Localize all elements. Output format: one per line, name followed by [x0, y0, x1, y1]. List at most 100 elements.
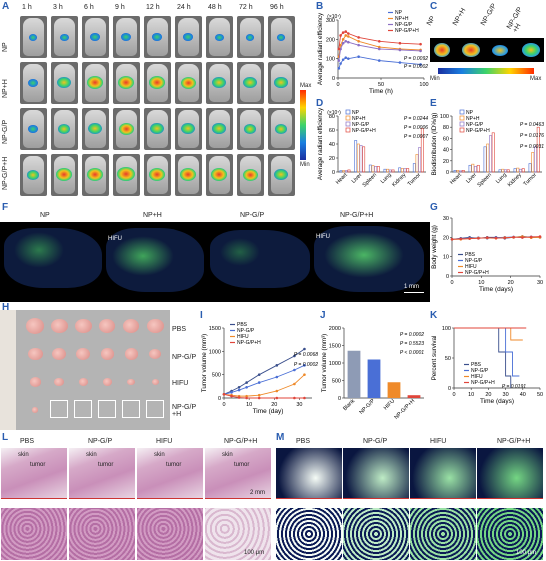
panel-label-g: G	[430, 202, 438, 213]
bar	[459, 170, 462, 173]
timepoint-label: 24 h	[177, 4, 191, 11]
bar	[376, 166, 380, 173]
category-label: NP-G/P+H	[393, 398, 416, 421]
mouse-image	[113, 108, 140, 150]
row-label: NP+H	[2, 79, 9, 98]
fluorescence-signal	[117, 167, 135, 182]
panel-l-he: PBS skin tumor NP-G/P skin tumor HIFU skin tumor…	[0, 438, 272, 561]
legend-label: NP-G/P	[352, 122, 370, 128]
if-overview	[343, 448, 409, 498]
category-label: Tumor	[523, 172, 538, 187]
excised-tumor	[124, 348, 138, 360]
mouse-image	[268, 16, 295, 58]
legend-swatch	[345, 115, 351, 121]
fluorescence-signal	[87, 122, 103, 135]
bar	[528, 163, 532, 173]
mouse-image	[175, 154, 202, 196]
he-detail	[1, 508, 67, 560]
fluorescence-signal	[214, 33, 224, 41]
bar	[474, 166, 477, 173]
if-detail	[343, 508, 409, 560]
panel-label-b: B	[316, 1, 324, 12]
data-point	[339, 43, 342, 47]
chart-k: 0 50 100 0 10 20 30 40 50 Time (days) Percent surv…	[431, 326, 543, 405]
series-line	[223, 374, 305, 397]
y-axis-label: Percent survival	[431, 336, 438, 381]
legend-label: NP-G/P	[471, 368, 489, 374]
zoom-indicator	[205, 498, 271, 506]
data-point	[419, 42, 422, 46]
mouse-image	[237, 154, 264, 196]
series-line	[223, 364, 305, 395]
p-value-annotation: P = 0.0244	[404, 116, 428, 122]
y-tick-label: 0	[218, 396, 221, 402]
bar	[412, 163, 416, 173]
panel-l-label: NP-G/P+H	[224, 438, 258, 445]
fluorescence-signal	[180, 76, 196, 89]
skin-label: skin	[18, 452, 29, 458]
data-point	[357, 39, 360, 43]
fluorescence-signal	[211, 76, 227, 89]
data-point	[398, 61, 402, 64]
y-axis-label: Average radiant efficiency	[317, 12, 324, 85]
legend-swatch	[345, 127, 351, 133]
bar	[486, 143, 490, 173]
category-label: Heart	[449, 172, 463, 186]
category-label: Spleen	[362, 172, 378, 188]
y-tick-label: 60	[329, 128, 335, 134]
bar	[461, 170, 465, 173]
tumor-label: tumor	[166, 462, 182, 468]
data-point	[275, 375, 279, 379]
mouse-image	[51, 154, 78, 196]
bar	[368, 164, 372, 173]
bar	[468, 164, 472, 173]
mouse-image	[144, 108, 171, 150]
bar	[415, 154, 419, 173]
data-point	[459, 237, 463, 241]
fluorescence-signal	[57, 123, 71, 134]
panel-label-f: F	[2, 202, 9, 213]
row-label: NP-G/P	[2, 119, 9, 144]
bar	[342, 170, 346, 173]
zoom-indicator	[1, 498, 67, 506]
fluorescence-signal	[117, 75, 135, 89]
category-label: Heart	[335, 172, 349, 186]
panel-c-min: Min	[430, 76, 440, 82]
x-tick-label: 10	[468, 392, 474, 398]
data-point	[512, 235, 515, 239]
data-point	[341, 31, 345, 34]
excised-tumor	[151, 379, 159, 385]
data-point	[344, 56, 348, 59]
bar	[374, 166, 378, 173]
data-point	[344, 39, 348, 43]
scale-label-top: 2 mm	[250, 490, 265, 496]
y-tick-label: 300	[326, 18, 335, 24]
fluorescence-signal	[27, 170, 39, 180]
data-point	[398, 48, 402, 52]
data-point	[257, 381, 261, 384]
bar	[391, 169, 395, 173]
p-value-annotation: P = 0.0002	[404, 64, 428, 70]
legend-label: PBS	[465, 252, 476, 258]
y-tick-label: 100	[440, 114, 449, 120]
section-npgph	[314, 226, 424, 292]
data-point	[275, 396, 279, 400]
data-point	[419, 49, 422, 53]
mouse-image	[237, 62, 264, 104]
data-point	[237, 385, 241, 389]
colorbar-max-label: Max	[300, 83, 312, 89]
x-tick-label: 100	[419, 82, 428, 88]
category-label: Lung	[495, 172, 508, 185]
y-axis-label: Body weight (g)	[431, 225, 438, 269]
x-tick-label: 10	[246, 402, 252, 408]
zoom-indicator	[69, 498, 135, 506]
fluorescence-signal	[59, 33, 69, 41]
panel-label-m: M	[276, 432, 285, 443]
panel-f-hifu-label-2: HIFU	[316, 234, 330, 240]
fluorescence-signal	[276, 33, 286, 41]
data-point	[347, 57, 350, 60]
y-axis-label: Tumor volume (mm³)	[201, 334, 208, 393]
data-point	[347, 32, 350, 35]
he-overview	[1, 448, 67, 498]
tumor-npgp	[492, 45, 508, 56]
